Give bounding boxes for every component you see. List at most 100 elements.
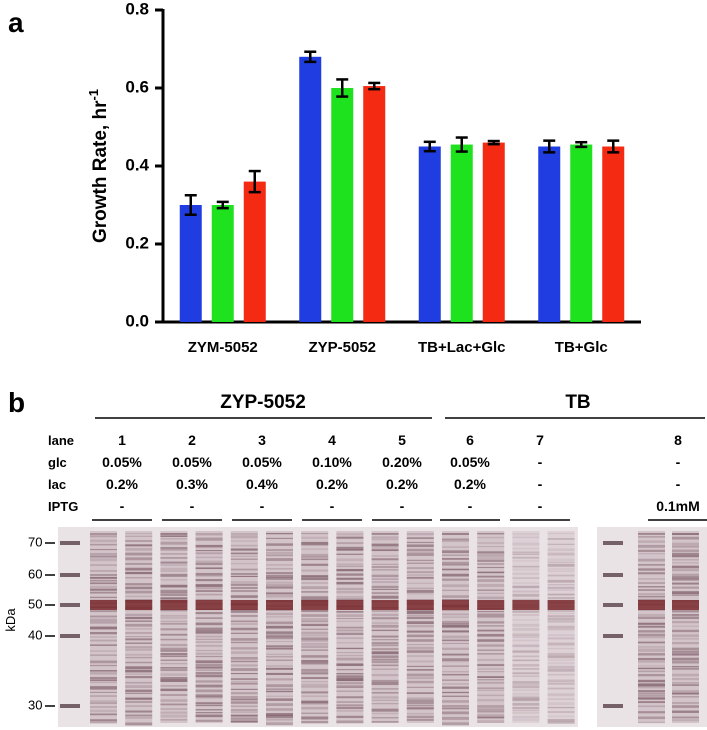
marker-band [603, 634, 623, 638]
marker-band [603, 541, 623, 545]
gel-band [301, 541, 329, 545]
gel-band [547, 711, 575, 713]
gel-band [638, 660, 665, 663]
gel-band [160, 655, 188, 658]
gel-band [371, 679, 399, 683]
gel-band [442, 722, 469, 726]
gel-band [230, 709, 258, 712]
gel-band [195, 575, 223, 577]
gel-band [477, 699, 505, 702]
gel-band [125, 716, 153, 719]
gel-band [638, 596, 665, 598]
error-bar [423, 140, 436, 153]
gel-band [230, 717, 258, 720]
gel-band [442, 600, 469, 610]
gel-band [371, 566, 399, 569]
gel-band [125, 692, 153, 695]
gel-band [125, 661, 153, 664]
lane-cell: 3 [258, 432, 266, 448]
gel-band [125, 642, 153, 644]
gel-band [442, 665, 469, 667]
gel-band [406, 587, 434, 589]
gel-band [638, 705, 665, 708]
gel-band [301, 706, 329, 710]
marker-band [603, 573, 623, 577]
bar [331, 88, 354, 322]
gel-band [336, 677, 364, 681]
gel-band [266, 722, 293, 726]
gel-band [230, 615, 258, 617]
gel-band [336, 637, 364, 640]
gel-band [406, 655, 434, 657]
gel-band [266, 684, 293, 688]
gel-band [371, 617, 399, 620]
lane-cell: 0.2% [106, 476, 138, 492]
gel-band [160, 584, 188, 588]
gel-band [512, 683, 540, 686]
gel-band [672, 536, 699, 540]
gel-band [301, 618, 329, 621]
gel-band [266, 695, 293, 697]
gel-band [371, 588, 399, 591]
error-bar [543, 139, 556, 154]
gel-band [442, 538, 469, 541]
gel-band [371, 622, 399, 624]
gel-band [512, 672, 540, 675]
gel-band [160, 667, 188, 669]
gel-band [371, 629, 399, 632]
gel-band [301, 677, 329, 679]
gel-band [638, 586, 665, 588]
gel-band [195, 539, 223, 541]
gel-band [512, 556, 540, 559]
gel-band [477, 644, 505, 647]
gel-band [90, 672, 117, 675]
gel-band [160, 567, 188, 571]
y-tick-label: 0.8 [125, 0, 149, 18]
group-label: TB [565, 392, 590, 413]
gel-band [125, 616, 153, 620]
gel-band [230, 673, 258, 675]
gel-band [160, 597, 188, 600]
panel-label: b [8, 387, 25, 418]
gel-band [125, 557, 153, 561]
gel-band [406, 676, 434, 680]
gel-band [638, 679, 665, 683]
gel-band [638, 635, 665, 639]
gel-band [301, 600, 329, 610]
gel-band [672, 705, 699, 708]
gel-band [547, 574, 575, 577]
gel-band [442, 630, 469, 633]
gel-band [266, 564, 293, 566]
gel-band [230, 555, 258, 557]
gel-band [512, 685, 540, 689]
gel-band [406, 552, 434, 555]
gel-band [547, 584, 575, 586]
gel-band [336, 581, 364, 585]
gel-band [195, 552, 223, 555]
gel-band [672, 657, 699, 661]
gel-band [90, 682, 117, 684]
gel-band [160, 699, 188, 702]
gel-band [301, 558, 329, 561]
gel-band [477, 694, 505, 697]
gel-band [406, 692, 434, 694]
gel-band [442, 705, 469, 708]
gel-band [195, 590, 223, 592]
gel-band [442, 716, 469, 720]
lane-cell: 0.2% [316, 476, 348, 492]
gel-band [301, 716, 329, 720]
gel-band [477, 600, 505, 610]
row-label: glc [48, 455, 67, 470]
gel-band [90, 555, 117, 558]
gel-band [512, 639, 540, 642]
marker-band [60, 634, 80, 638]
gel-band [371, 642, 399, 645]
gel-band [336, 553, 364, 555]
gel-band [195, 645, 223, 647]
gel-band [477, 566, 505, 569]
gel-lane [336, 531, 364, 723]
gel-band [638, 645, 665, 649]
gel-band [672, 647, 699, 651]
gel-band [442, 616, 469, 618]
gel-band [406, 614, 434, 617]
